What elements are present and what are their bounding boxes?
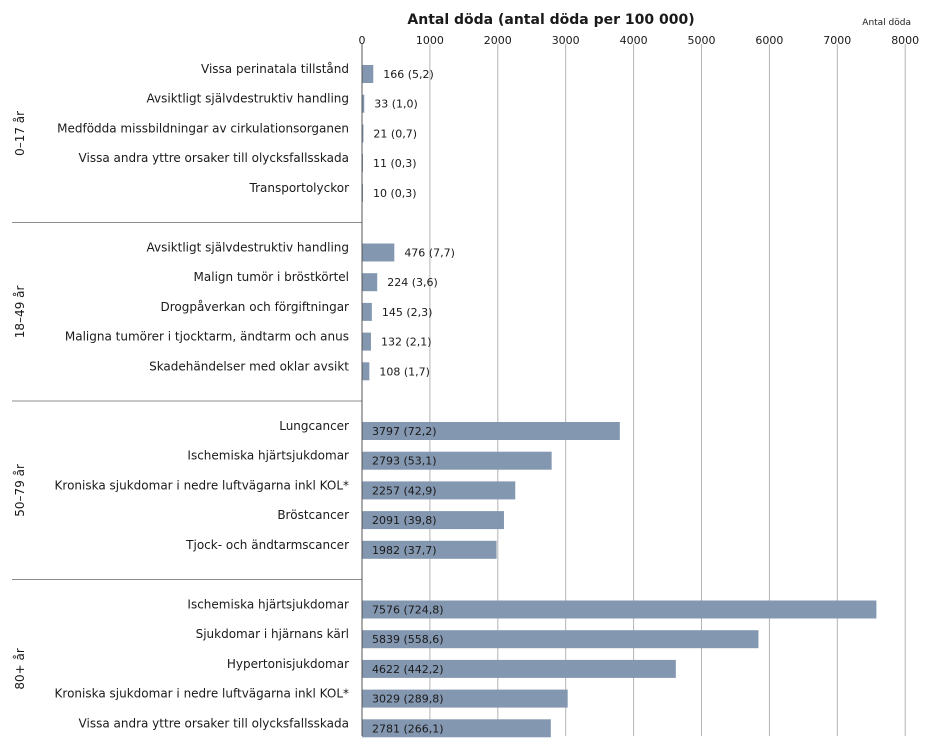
value-label: 33 (1,0) [374, 98, 418, 111]
category-label: Malign tumör i bröstkörtel [194, 270, 349, 284]
age-group-label: 18–49 år [13, 286, 27, 339]
x-tick-label: 6000 [755, 34, 783, 47]
category-label: Medfödda missbildningar av cirkulationso… [57, 121, 349, 135]
bar [362, 481, 516, 500]
chart-title: Antal döda (antal döda per 100 000) [407, 12, 694, 28]
category-label: Kroniska sjukdomar i nedre luftvägarna i… [55, 478, 349, 492]
category-label: Ischemiska hjärtsjukdomar [187, 598, 349, 612]
x-tick-label: 8000 [891, 34, 919, 47]
x-tick-label: 3000 [552, 34, 580, 47]
value-label: 5839 (558,6) [372, 633, 444, 646]
value-label: 476 (7,7) [404, 247, 455, 260]
value-label: 10 (0,3) [373, 187, 417, 200]
bars [362, 65, 877, 738]
bar [362, 422, 620, 440]
age-group-label: 0–17 år [13, 111, 27, 156]
category-label: Vissa andra yttre orsaker till olycksfal… [79, 151, 349, 165]
value-label: 3797 (72,2) [372, 425, 437, 438]
bar [362, 600, 877, 619]
category-label: Transportolyckor [249, 181, 350, 195]
value-label: 166 (5,2) [383, 68, 434, 81]
group-separators [12, 222, 362, 580]
value-label: 108 (1,7) [379, 365, 430, 378]
x-axis-ticks: 0 1000 2000 3000 4000 5000 6000 7000 8000 [359, 34, 920, 47]
category-label: Avsiktligt självdestruktiv handling [147, 241, 350, 255]
bar [362, 332, 371, 351]
bar [362, 719, 551, 738]
bar [362, 362, 370, 381]
x-axis-unit-label: Antal döda [862, 18, 911, 28]
category-label: Ischemiska hjärtsjukdomar [187, 449, 349, 463]
category-label: Hypertonisjukdomar [227, 657, 349, 671]
x-tick-label: 0 [359, 34, 366, 47]
category-label: Kroniska sjukdomar i nedre luftvägarna i… [55, 687, 349, 701]
age-group-label: 50–79 år [13, 464, 27, 517]
bar [362, 511, 504, 530]
value-label: 2781 (266,1) [372, 722, 444, 735]
category-label: Drogpåverkan och förgiftningar [160, 300, 349, 314]
value-labels: 166 (5,2) 33 (1,0) 21 (0,7) 11 (0,3) 10 (0,3… [372, 68, 455, 735]
x-tick-label: 1000 [416, 34, 444, 47]
category-label: Sjukdomar i hjärnans kärl [196, 627, 349, 641]
bar [362, 273, 378, 292]
bar [362, 451, 552, 470]
value-label: 2091 (39,8) [372, 514, 437, 527]
bar [362, 630, 759, 649]
value-label: 11 (0,3) [373, 157, 417, 170]
bar [362, 243, 395, 262]
category-label: Maligna tumörer i tjocktarm, ändtarm och… [65, 330, 349, 344]
category-label: Skadehändelser med oklar avsikt [149, 359, 349, 373]
x-tick-label: 7000 [823, 34, 851, 47]
age-group-label: 80+ år [13, 648, 27, 689]
value-label: 145 (2,3) [382, 306, 433, 319]
category-label: Vissa andra yttre orsaker till olycksfal… [79, 716, 349, 730]
x-tick-label: 4000 [620, 34, 648, 47]
value-label: 132 (2,1) [381, 336, 432, 349]
value-label: 4622 (442,2) [372, 663, 444, 676]
bar [362, 94, 365, 113]
value-label: 3029 (289,8) [372, 693, 444, 706]
category-label: Avsiktligt självdestruktiv handling [147, 92, 350, 106]
bar [362, 124, 364, 143]
value-label: 2257 (42,9) [372, 484, 437, 497]
value-label: 2793 (53,1) [372, 455, 437, 468]
bar [362, 689, 568, 708]
category-label: Vissa perinatala tillstånd [201, 62, 349, 76]
category-label: Tjock- och ändtarmscancer [185, 538, 349, 552]
gridlines [429, 44, 906, 736]
category-label: Lungcancer [279, 419, 349, 433]
bar [362, 65, 374, 83]
value-label: 21 (0,7) [373, 127, 417, 140]
value-label: 1982 (37,7) [372, 544, 437, 557]
x-tick-label: 5000 [688, 34, 716, 47]
age-group-labels: 0–17 år 18–49 år 50–79 år 80+ år [13, 111, 27, 690]
bar [362, 540, 497, 559]
value-label: 7576 (724,8) [372, 604, 444, 617]
value-label: 224 (3,6) [387, 276, 438, 289]
category-label: Bröstcancer [277, 508, 349, 522]
category-labels: Vissa perinatala tillstånd Avsiktligt sjä… [55, 62, 350, 730]
x-tick-label: 2000 [484, 34, 512, 47]
bar [362, 302, 372, 321]
bar [362, 659, 676, 678]
